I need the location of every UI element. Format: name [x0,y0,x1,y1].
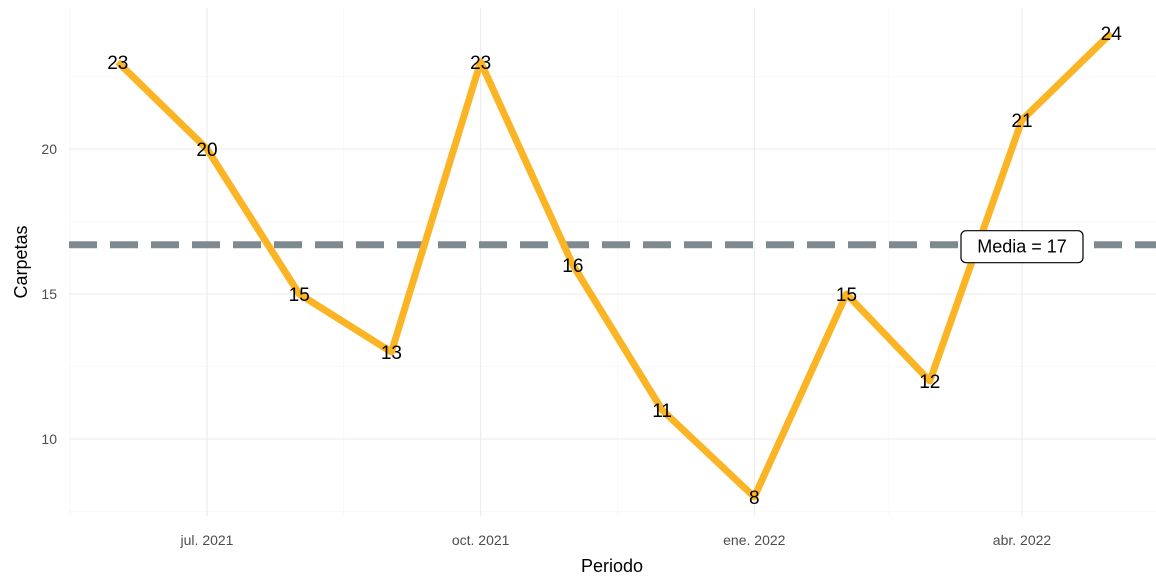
data-label: 21 [1011,111,1032,132]
y-tick-labels: 10 15 20 [41,141,57,447]
y-tick-label: 10 [41,431,57,447]
data-label: 13 [381,343,402,364]
data-labels: 23 20 15 13 23 16 11 8 15 12 21 24 [107,24,1122,509]
series-line-group [115,30,1114,501]
data-label: 24 [1101,24,1123,45]
x-tick-label: jul. 2021 [180,532,234,548]
y-axis-title: Carpetas [11,225,31,298]
data-label: 15 [289,285,310,306]
data-label: 16 [562,256,583,277]
mean-label-box [960,230,1084,264]
data-label: 15 [836,285,857,306]
data-label: 12 [919,372,940,393]
series-line [115,30,1114,501]
data-label: 23 [470,53,491,74]
x-tick-label: abr. 2022 [993,532,1052,548]
data-label: 20 [196,140,217,161]
x-tick-label: oct. 2021 [452,532,510,548]
mean-label-text: Media = 17 [977,237,1067,257]
y-tick-label: 20 [41,141,57,157]
x-axis-title: Periodo [581,556,643,576]
x-tick-labels: jul. 2021 oct. 2021 ene. 2022 abr. 2022 [180,532,1052,548]
data-label: 8 [749,488,760,509]
x-tick-label: ene. 2022 [723,532,785,548]
y-tick-label: 15 [41,286,57,302]
data-label: 11 [652,401,672,422]
mean-label-group: Media = 17 [960,230,1084,264]
data-label: 23 [107,53,128,74]
grid-lines [69,8,1156,516]
